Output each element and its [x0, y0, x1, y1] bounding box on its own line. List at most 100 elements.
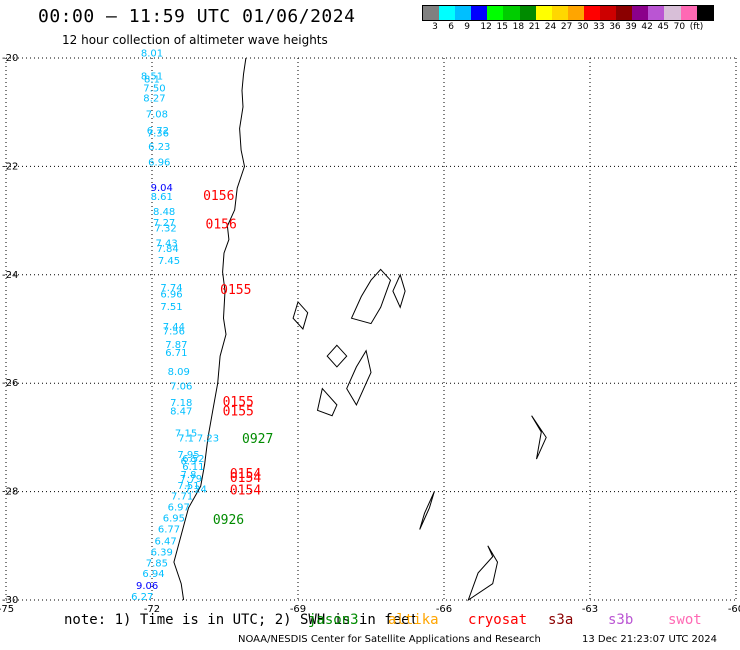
generated-timestamp: 13 Dec 21:23:07 UTC 2024	[582, 634, 717, 645]
pass-time-label: 0154	[230, 467, 261, 482]
lat-tick-label: -20	[2, 53, 18, 64]
legend-swatch	[680, 6, 697, 20]
legend-swatch	[664, 6, 681, 20]
map-axes: -75 -72 -69 -66 -63 -60 -20 -22 -24 -26 -28 -30	[0, 53, 740, 615]
salar-outline	[419, 491, 435, 530]
salar-outline	[316, 387, 338, 417]
pass-time-label: 0155	[223, 395, 254, 410]
wave-height-label: 7.56	[163, 326, 185, 337]
wave-height-labels: 8.01 8.518.17.508.27 7.08 6.727.36 6.23 6.96 9…	[131, 48, 219, 603]
wave-height-label: 7.27	[153, 218, 175, 229]
wave-height-label: 7.18	[170, 398, 192, 409]
legend-swatch	[600, 6, 617, 20]
lon-tick-label: -72	[144, 604, 160, 615]
legend-swatch	[439, 6, 456, 20]
wave-height-label: 7.23	[197, 434, 219, 445]
legend-label: 12	[480, 22, 492, 32]
lat-tick-label: -22	[2, 161, 18, 172]
legend-swatch	[648, 6, 665, 20]
salar-outline	[292, 300, 309, 330]
legend-label: 15	[496, 22, 508, 32]
wave-height-label: 7.08	[146, 110, 168, 121]
wave-height-label: 6.96	[148, 157, 170, 168]
lon-tick-label: -75	[0, 604, 14, 615]
color-scale-legend	[422, 5, 714, 21]
wave-height-label: 8.47	[170, 407, 192, 418]
wave-height-label: 7.44	[163, 322, 185, 333]
legend-label: (ft)	[689, 22, 704, 32]
wave-height-label: 7.79	[180, 474, 202, 485]
wave-height-label: 6.27	[131, 592, 153, 603]
wave-height-label: 7.24	[185, 485, 207, 496]
legend-label: 39	[625, 22, 637, 32]
units-note: note: 1) Time is in UTC; 2) SWH is in fe…	[64, 612, 419, 628]
map-title: 00:00 – 11:59 UTC 01/06/2024	[38, 6, 356, 27]
legend-swatch	[567, 6, 584, 20]
wave-height-label: 7.1	[178, 434, 194, 445]
pass-time-label: 0154	[230, 471, 261, 486]
wave-height-label: 7.85	[146, 558, 168, 569]
pass-time-label: 0155	[223, 405, 254, 420]
satellite-legend-item: s3b	[608, 612, 634, 628]
wave-height-label: 7.84	[156, 244, 178, 255]
satellite-legend-item: swot	[668, 612, 702, 628]
legend-swatch	[455, 6, 472, 20]
wave-height-label: 9.04	[151, 183, 173, 194]
legend-swatch	[535, 6, 552, 20]
legend-label: 24	[544, 22, 557, 32]
wave-height-label: 6.23	[148, 142, 170, 153]
legend-swatch	[503, 6, 520, 20]
credit-line: NOAA/NESDIS Center for Satellite Applica…	[238, 634, 541, 645]
coastline-chile	[173, 57, 247, 601]
wave-height-label: 6.71	[165, 348, 187, 359]
lat-tick-label: -24	[2, 270, 18, 281]
salar-outline	[326, 344, 348, 368]
satellite-legend-item: s3a	[548, 612, 574, 628]
legend-swatch	[632, 6, 649, 20]
salar-outline	[350, 268, 392, 325]
wave-height-label: 6.39	[151, 548, 173, 559]
wave-height-label: 8.1	[144, 74, 160, 85]
wave-height-label: 8.09	[168, 367, 190, 378]
wave-height-label: 8.48	[153, 207, 175, 218]
wave-height-label: 8.27	[143, 93, 165, 104]
wave-height-label: 7.43	[155, 239, 177, 250]
legend-label: 18	[512, 22, 525, 32]
map-subtitle: 12 hour collection of altimeter wave hei…	[62, 33, 328, 47]
pass-time-label: 0155	[220, 283, 251, 298]
wave-height-label: 8.61	[151, 192, 173, 203]
wave-height-label: 7.51	[160, 302, 182, 313]
satellite-legend-item: altika	[388, 612, 439, 628]
lon-tick-label: -60	[728, 604, 740, 615]
wave-height-label: 7.15	[175, 428, 197, 439]
wave-height-label: 6.94	[142, 569, 164, 580]
salar-outline	[346, 349, 372, 406]
wave-height-label: 7.71	[171, 492, 193, 503]
legend-label: 45	[657, 22, 669, 32]
pass-time-label: 0154	[230, 483, 261, 498]
pass-time-label: 0156	[206, 218, 237, 233]
wave-height-label: 6.72	[147, 126, 169, 137]
legend-swatch	[616, 6, 633, 20]
wave-height-label: 8.01	[141, 48, 163, 59]
legend-label: 42	[641, 22, 653, 32]
wave-height-label: 9.06	[136, 581, 158, 592]
legend-label: 21	[528, 22, 541, 32]
satellite-legend-item: cryosat	[468, 612, 528, 628]
pass-time-label: 0927	[242, 432, 273, 447]
wave-height-label: 8.51	[141, 72, 163, 83]
satellite-legend-item: jason3	[308, 612, 359, 628]
legend-swatch	[696, 6, 713, 20]
wave-height-label: 7.74	[160, 283, 182, 294]
wave-height-label: 7.45	[158, 256, 180, 267]
legend-label: 9	[464, 22, 471, 32]
wave-height-label: 6.9	[181, 457, 197, 468]
wave-height-label: 6.11	[182, 462, 204, 473]
lon-tick-label: -66	[436, 604, 452, 615]
wave-height-label: 7.8	[181, 470, 197, 481]
salar-outline	[467, 545, 499, 602]
wave-height-label: 7.36	[147, 129, 169, 140]
legend-label: 3	[432, 22, 438, 32]
wave-height-label: 7.51	[177, 481, 199, 492]
